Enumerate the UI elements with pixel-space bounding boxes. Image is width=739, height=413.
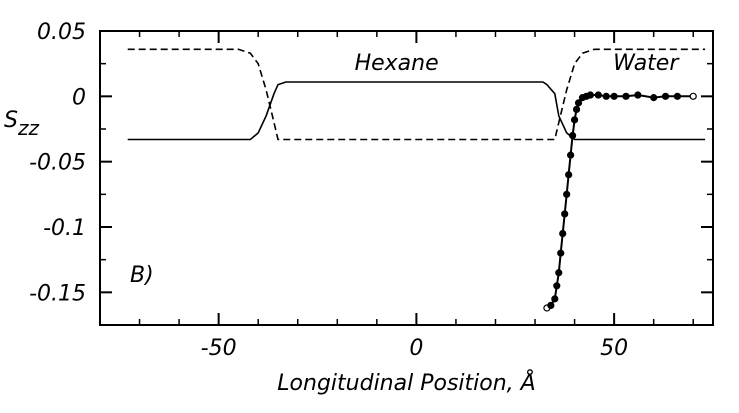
data-point — [634, 91, 642, 99]
y-axis-label: Szz — [4, 108, 39, 140]
annotation-label: Water — [613, 51, 680, 76]
series-line-1 — [127, 48, 706, 141]
x-axis-label: Longitudinal Position, Å — [277, 369, 535, 396]
plot-border — [99, 30, 714, 326]
data-point — [622, 92, 630, 100]
axes — [100, 30, 713, 326]
data-point — [650, 94, 658, 102]
x-tick-label: -50 — [201, 336, 237, 361]
data-point — [586, 91, 595, 99]
data-point — [567, 151, 575, 159]
plot-frame — [99, 30, 714, 326]
data-point — [594, 91, 602, 99]
data-point — [561, 210, 569, 218]
data-point — [574, 99, 583, 107]
data-point — [563, 190, 571, 198]
data-point — [555, 269, 563, 277]
panel-label: B) — [130, 263, 154, 288]
data-point — [559, 229, 567, 238]
data-point — [602, 92, 610, 100]
data-point — [551, 295, 559, 303]
data-point — [572, 105, 581, 114]
series-layer — [127, 48, 706, 312]
y-tick-label: -0.15 — [29, 281, 86, 306]
x-tick-label: 0 — [409, 336, 423, 361]
y-tick-label: 0 — [72, 85, 86, 110]
data-point — [661, 92, 670, 100]
series-line-3 — [546, 93, 694, 309]
data-point — [557, 249, 565, 257]
labels: -50 0 50 0.05 0 -0.05 -0.1 -0.15 Hexane Water B) Lo… — [4, 20, 680, 396]
series-line-2 — [127, 81, 706, 141]
x-tick-label: 50 — [600, 336, 628, 361]
data-point — [610, 92, 618, 100]
data-point — [565, 171, 573, 179]
data-point — [553, 282, 561, 290]
y-tick-label: 0.05 — [37, 20, 86, 45]
data-point — [547, 301, 555, 309]
data-point — [673, 92, 682, 100]
y-axis-label-main: S — [4, 108, 18, 133]
y-axis-label-sub: zz — [17, 116, 39, 140]
data-point — [570, 116, 579, 124]
data-point — [689, 92, 697, 100]
data-point — [569, 131, 577, 140]
y-tick-label: -0.05 — [29, 151, 86, 176]
y-tick-label: -0.1 — [43, 216, 86, 241]
annotation-label: Hexane — [355, 51, 439, 76]
